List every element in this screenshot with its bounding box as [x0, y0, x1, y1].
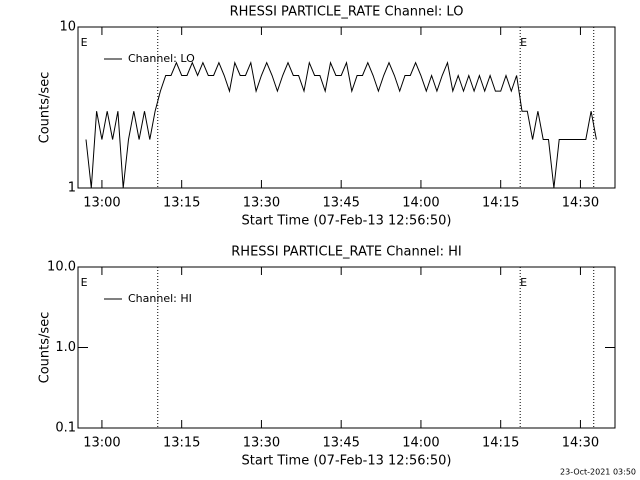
- legend-label: Channel: HI: [128, 292, 192, 305]
- legend-label: Channel: LO: [128, 52, 195, 65]
- annotation: E: [520, 36, 527, 49]
- x-tick-label: 13:15: [163, 196, 200, 211]
- y-tick-label: 10.0: [47, 260, 76, 275]
- x-tick-label: 13:30: [243, 196, 280, 211]
- x-tick-label: 14:15: [482, 196, 519, 211]
- chart-title: RHESSI PARTICLE_RATE Channel: HI: [231, 245, 461, 260]
- x-tick-label: 13:00: [83, 436, 120, 451]
- data-line: [85, 60, 597, 189]
- y-tick-label: 0.1: [55, 421, 76, 436]
- x-tick-label: 13:30: [243, 436, 280, 451]
- x-tick-label: 14:00: [402, 196, 439, 211]
- x-tick-label: 13:00: [83, 196, 120, 211]
- x-tick-label: 13:45: [322, 196, 359, 211]
- annotation: E: [81, 36, 88, 49]
- annotation: E: [520, 276, 527, 289]
- x-tick-label: 14:30: [562, 196, 599, 211]
- x-tick-label: 14:15: [482, 436, 519, 451]
- x-tick-label: 13:15: [163, 436, 200, 451]
- annotation: E: [81, 276, 88, 289]
- y-axis-label: Counts/sec: [38, 72, 53, 144]
- y-tick-label: 10: [59, 20, 76, 35]
- x-axis-label: Start Time (07-Feb-13 12:56:50): [242, 454, 452, 469]
- x-tick-label: 14:00: [402, 436, 439, 451]
- y-tick-label: 1: [68, 181, 76, 196]
- y-axis-label: Counts/sec: [38, 312, 53, 384]
- timestamp: 23-Oct-2021 03:50: [560, 468, 636, 477]
- plot-frame: [77, 26, 616, 189]
- y-tick-label: 1.0: [55, 340, 76, 355]
- x-tick-label: 13:45: [322, 436, 359, 451]
- chart-title: RHESSI PARTICLE_RATE Channel: LO: [230, 5, 464, 20]
- x-axis-label: Start Time (07-Feb-13 12:56:50): [242, 214, 452, 229]
- x-tick-label: 14:30: [562, 436, 599, 451]
